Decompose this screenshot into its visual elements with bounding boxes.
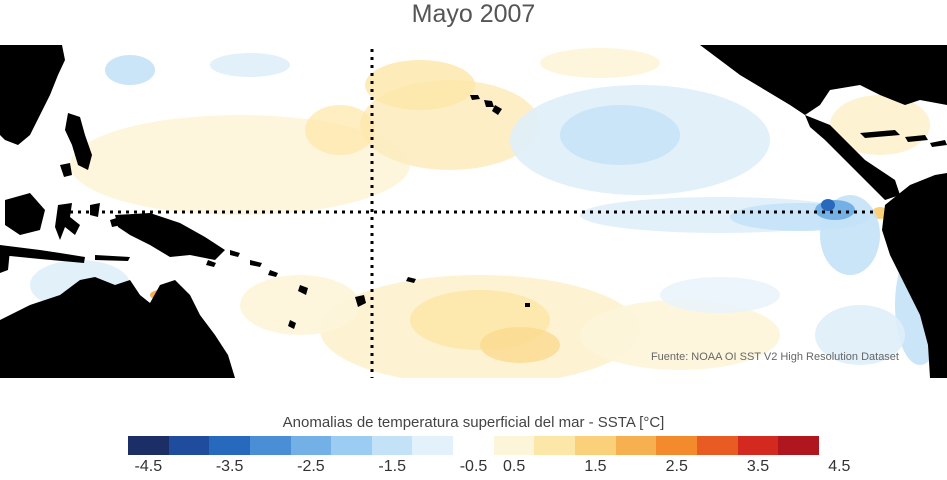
colorbar-tick-label: -2.5 <box>297 458 325 475</box>
colorbar-tick-label: 3.5 <box>746 458 770 475</box>
colorbar-segment <box>656 436 697 455</box>
colorbar-segment <box>534 436 576 455</box>
reference-lines <box>62 49 878 378</box>
land-masses <box>0 45 947 378</box>
colorbar-title: Anomalias de temperatura superficial del… <box>282 414 665 431</box>
colorbar-segment <box>412 436 454 455</box>
colorbar-segment <box>290 436 332 455</box>
map-title: Mayo 2007 <box>411 0 536 28</box>
colorbar-segment <box>168 436 210 455</box>
asia-mainland <box>0 45 65 145</box>
borneo <box>5 193 45 235</box>
colorbar-segment <box>696 436 738 455</box>
data-source-note: Fuente: NOAA OI SST V2 High Resolution D… <box>650 351 899 363</box>
colorbar-segment <box>778 436 819 455</box>
colorbar <box>128 436 819 455</box>
colorbar-segment <box>575 436 616 455</box>
colorbar-segment <box>128 436 169 455</box>
australia <box>0 277 235 378</box>
colorbar-tick-label: 4.5 <box>828 458 851 475</box>
colorbar-tick-label: -3.5 <box>215 458 244 475</box>
java <box>0 245 85 263</box>
ssta-map <box>0 45 947 378</box>
anomaly-patches <box>30 48 945 378</box>
colorbar-segment <box>493 436 535 455</box>
north-america <box>700 45 947 115</box>
colorbar-tick-label: -1.5 <box>378 458 406 475</box>
colorbar-ticks: -4.5 -3.5 -2.5 -1.5 -0.5 0.5 1.5 2.5 3.5 4.5 <box>128 458 851 480</box>
colorbar-tick-label: 2.5 <box>665 458 688 475</box>
colorbar-segment <box>453 436 494 455</box>
colorbar-tick-label: -0.5 <box>459 458 488 475</box>
philippines <box>65 113 92 170</box>
colorbar-segment <box>331 436 372 455</box>
sulawesi <box>55 203 80 240</box>
colorbar-tick-label: 0.5 <box>503 458 526 475</box>
colorbar-tick-label: 1.5 <box>584 458 607 475</box>
colorbar-segment <box>371 436 413 455</box>
colorbar-segment <box>249 436 291 455</box>
central-america <box>805 115 900 200</box>
new-guinea <box>115 213 225 260</box>
colorbar-segment <box>615 436 657 455</box>
colorbar-tick-label: -4.5 <box>134 458 163 475</box>
colorbar-segment <box>737 436 779 455</box>
colorbar-segment <box>209 436 250 455</box>
south-america <box>882 173 947 378</box>
